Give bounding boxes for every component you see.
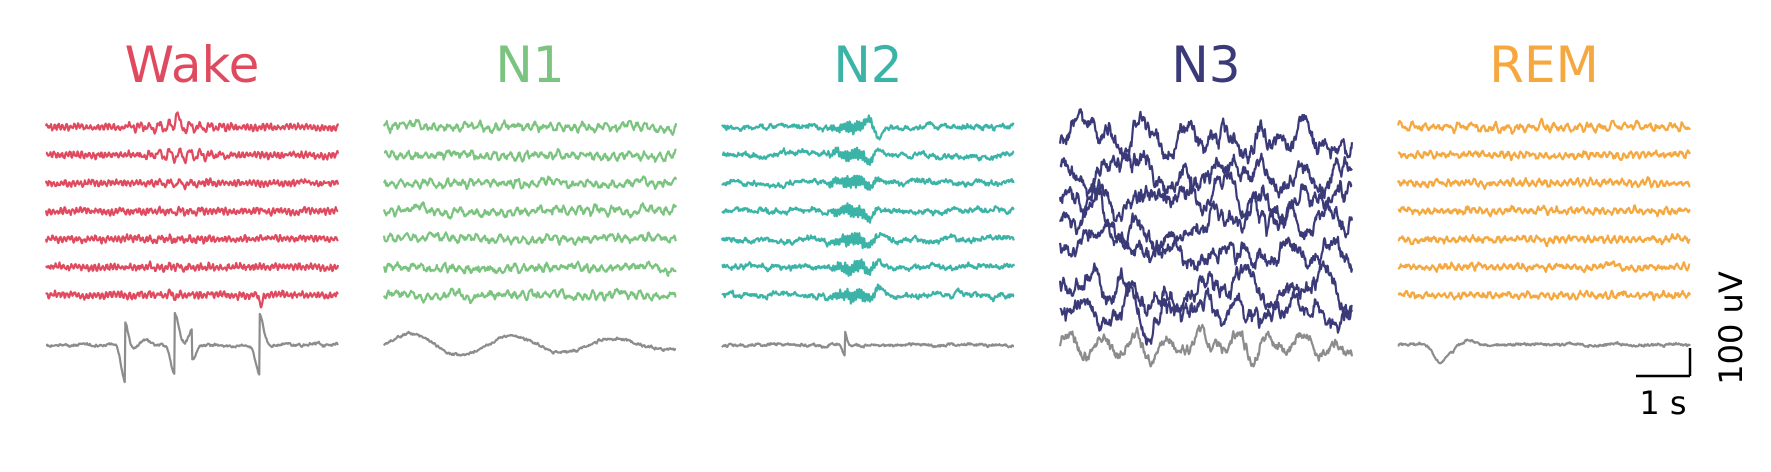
panel-n2: N2: [720, 36, 1016, 357]
scale-bar: 1 s 100 uV: [1636, 271, 1750, 422]
eeg-trace-rem-6: [1397, 260, 1691, 274]
eeg-trace-n2-7: [721, 283, 1015, 305]
panel-title-n3: N3: [1171, 36, 1240, 94]
eeg-trace-wake-5: [44, 233, 339, 245]
eog-trace-n3: [1058, 323, 1354, 368]
scale-bar-time-label: 1 s: [1639, 384, 1686, 422]
panel-n3: N3: [1058, 36, 1354, 368]
eeg-trace-wake-6: [45, 260, 340, 273]
eog-trace-n1: [383, 330, 677, 357]
eeg-trace-n2-2: [721, 146, 1015, 166]
eeg-trace-wake-4: [44, 205, 339, 217]
eog-trace-rem: [1397, 338, 1691, 365]
eeg-trace-rem-2: [1397, 149, 1691, 162]
panel-title-n1: N1: [495, 36, 564, 94]
eeg-trace-rem-7: [1397, 289, 1691, 302]
eeg-trace-n1-4: [382, 201, 678, 220]
panel-title-n2: N2: [833, 36, 902, 94]
panel-title-rem: REM: [1489, 36, 1598, 94]
eeg-trace-n2-5: [720, 231, 1015, 250]
panel-title-wake: Wake: [125, 36, 260, 94]
eeg-trace-n1-1: [382, 118, 678, 136]
eeg-trace-n2-1: [721, 114, 1015, 141]
eeg-trace-wake-3: [44, 177, 340, 191]
eeg-trace-n3-1: [1058, 108, 1354, 165]
eeg-trace-n3-7: [1059, 281, 1353, 346]
eeg-trace-rem-4: [1397, 204, 1691, 218]
eeg-trace-wake-1: [44, 111, 340, 135]
eeg-trace-rem-5: [1397, 232, 1691, 248]
panel-rem: REM: [1396, 36, 1691, 365]
eog-trace-n2: [721, 330, 1015, 357]
eeg-trace-wake-2: [45, 147, 340, 165]
eeg-trace-n3-3: [1058, 171, 1353, 223]
eog-trace-wake: [45, 311, 339, 384]
panel-wake: Wake: [44, 36, 340, 384]
eeg-trace-n2-3: [721, 174, 1015, 191]
eeg-trace-rem-3: [1396, 176, 1691, 191]
stage-panels: Wake N1 N2 N3 REM: [44, 36, 1691, 384]
eeg-trace-n1-6: [382, 260, 677, 278]
scale-bar-amplitude-label: 100 uV: [1712, 271, 1750, 385]
eeg-trace-n1-5: [382, 231, 678, 246]
eeg-trace-wake-7: [45, 288, 339, 309]
eeg-trace-n3-6: [1058, 260, 1353, 322]
eeg-trace-n3-5: [1058, 218, 1354, 273]
eeg-trace-n2-4: [721, 202, 1015, 224]
eeg-trace-n3-2: [1059, 149, 1353, 200]
eeg-trace-n1-7: [382, 287, 677, 305]
eeg-trace-rem-1: [1396, 117, 1691, 135]
eeg-trace-n1-3: [382, 175, 678, 191]
eeg-trace-n1-2: [383, 147, 677, 163]
eeg-trace-n2-6: [721, 258, 1016, 277]
panel-n1: N1: [382, 36, 678, 357]
